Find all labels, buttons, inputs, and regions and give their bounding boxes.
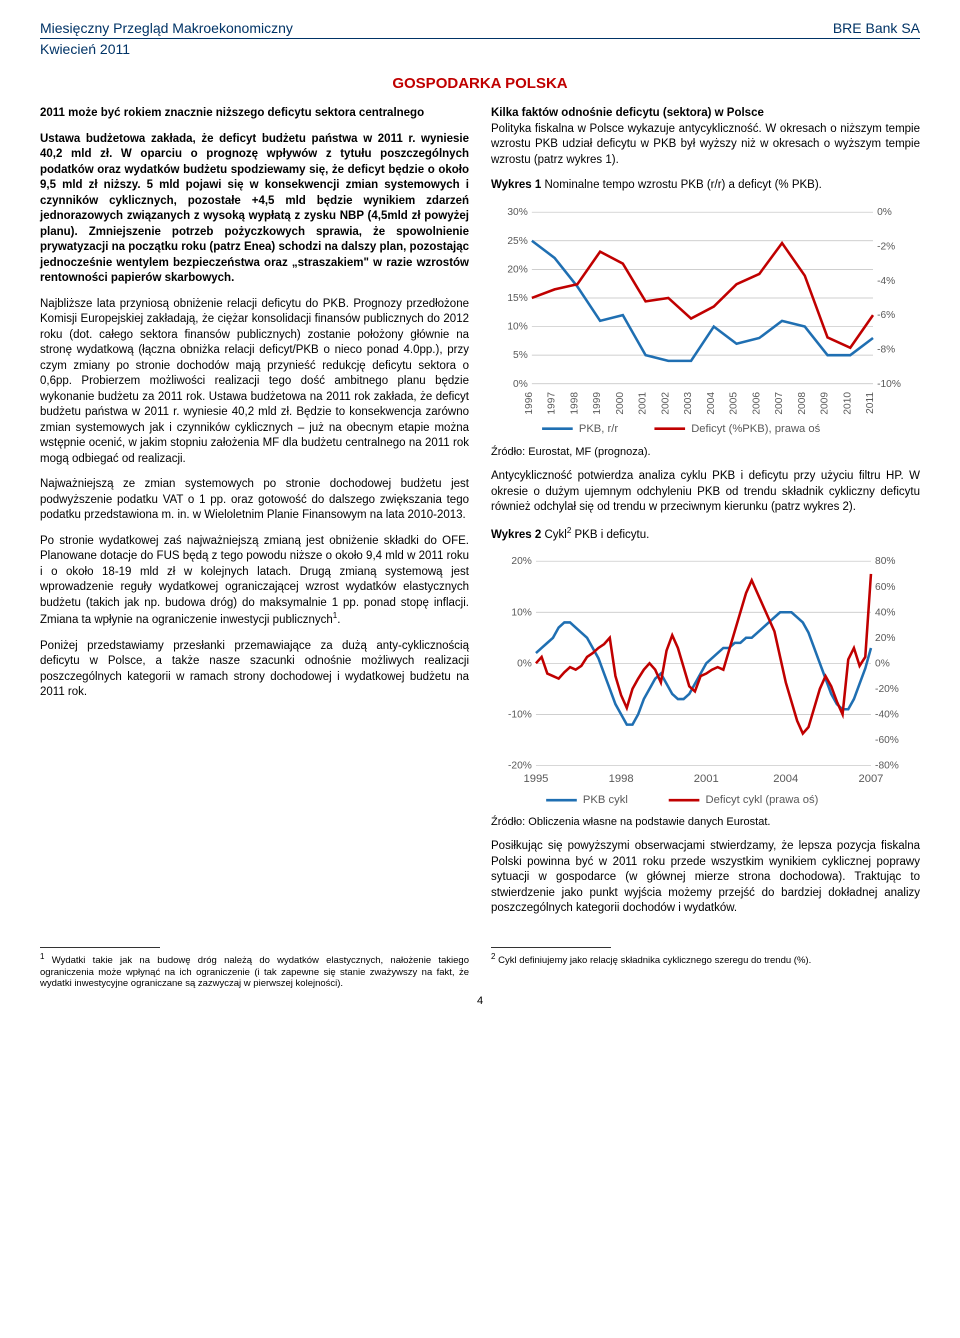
footnote-col-left: 1 Wydatki takie jak na budowę dróg należ… (40, 927, 469, 989)
chart1-caption-bold: Wykres 1 (491, 179, 541, 191)
footnote-2-text: Cykl definiujemy jako relację składnika … (495, 955, 811, 966)
svg-text:1996: 1996 (524, 391, 535, 414)
svg-text:20%: 20% (511, 556, 531, 567)
chart1-source: Źródło: Eurostat, MF (prognoza). (491, 445, 920, 460)
footnotes-row: 1 Wydatki takie jak na budowę dróg należ… (40, 927, 920, 989)
footnote-1: 1 Wydatki takie jak na budowę dróg należ… (40, 952, 469, 989)
chart2: -20% -10% 0% 10% 20% -80% -60% -40% -20% 0% 20% 40%… (491, 553, 920, 808)
chart2-caption-bold: Wykres 2 (491, 529, 541, 541)
svg-text:40%: 40% (875, 608, 895, 619)
svg-text:0%: 0% (875, 659, 890, 670)
two-column-layout: 2011 może być rokiem znacznie niższego d… (40, 106, 920, 927)
svg-text:2004: 2004 (773, 773, 798, 785)
svg-text:2003: 2003 (683, 391, 694, 414)
chart1-caption: Wykres 1 Nominalne tempo wzrostu PKB (r/… (491, 178, 920, 194)
chart2-source: Źródło: Obliczenia własne na podstawie d… (491, 815, 920, 830)
footnote-separator-right (491, 947, 611, 948)
left-p1: Ustawa budżetowa zakłada, że deficyt bud… (40, 132, 469, 287)
header-right: BRE Bank SA (833, 20, 920, 36)
svg-text:-10%: -10% (508, 710, 532, 721)
left-p4: Po stronie wydatkowej zaś najważniejszą … (40, 534, 469, 629)
left-p5: Poniżej przedstawiamy przesłanki przemaw… (40, 639, 469, 701)
svg-text:0%: 0% (517, 659, 532, 670)
svg-text:1998: 1998 (569, 391, 580, 414)
svg-text:20%: 20% (875, 633, 895, 644)
svg-text:10%: 10% (507, 321, 527, 332)
svg-text:-10%: -10% (877, 378, 901, 389)
section-title: GOSPODARKA POLSKA (40, 75, 920, 92)
header-row: Miesięczny Przegląd Makroekonomiczny BRE… (40, 20, 920, 39)
svg-text:1997: 1997 (547, 391, 558, 414)
svg-text:25%: 25% (507, 235, 527, 246)
footnote-1-text: Wydatki takie jak na budowę dróg należą … (40, 955, 469, 989)
svg-text:2008: 2008 (797, 391, 808, 414)
svg-text:5%: 5% (513, 350, 528, 361)
svg-text:-80%: -80% (875, 761, 899, 772)
chart2-caption-rest-a: Cykl (541, 529, 567, 541)
footnote-2: 2 Cykl definiujemy jako relację składnik… (491, 952, 920, 967)
page-container: Miesięczny Przegląd Makroekonomiczny BRE… (0, 0, 960, 1037)
svg-text:2006: 2006 (751, 391, 762, 414)
svg-text:-40%: -40% (875, 710, 899, 721)
svg-text:2004: 2004 (706, 391, 717, 414)
svg-text:2001: 2001 (694, 773, 719, 785)
left-p3: Najważniejszą ze zmian systemowych po st… (40, 477, 469, 524)
svg-text:2010: 2010 (842, 391, 853, 414)
svg-text:PKB cykl: PKB cykl (583, 794, 628, 806)
svg-text:PKB, r/r: PKB, r/r (579, 422, 619, 434)
svg-text:Deficyt cykl (prawa oś): Deficyt cykl (prawa oś) (706, 794, 819, 806)
svg-text:-20%: -20% (508, 761, 532, 772)
page-number: 4 (40, 995, 920, 1007)
right-p1-head: Kilka faktów odnośnie deficytu (sektora)… (491, 107, 764, 119)
svg-text:15%: 15% (507, 293, 527, 304)
svg-text:2007: 2007 (858, 773, 883, 785)
svg-text:2002: 2002 (660, 391, 671, 414)
svg-text:-60%: -60% (875, 735, 899, 746)
left-column: 2011 może być rokiem znacznie niższego d… (40, 106, 469, 927)
svg-text:2001: 2001 (638, 391, 649, 414)
right-p1: Kilka faktów odnośnie deficytu (sektora)… (491, 106, 920, 168)
left-title: 2011 może być rokiem znacznie niższego d… (40, 106, 469, 122)
svg-text:0%: 0% (513, 378, 528, 389)
svg-text:2011: 2011 (865, 391, 876, 413)
svg-text:2000: 2000 (615, 391, 626, 414)
chart1: 0% 5% 10% 15% 20% 25% 30% -10% -8% -6% -4% -2% 0% 199… (491, 204, 920, 439)
chart2-caption: Wykres 2 Cykl2 PKB i deficytu. (491, 526, 920, 543)
left-p4-end: . (337, 614, 340, 626)
right-p3: Posiłkując się powyższymi obserwacjami s… (491, 839, 920, 917)
right-p2: Antycykliczność potwierdza analiza cyklu… (491, 469, 920, 516)
header-left: Miesięczny Przegląd Makroekonomiczny (40, 20, 293, 36)
header-sub: Kwiecień 2011 (40, 41, 920, 57)
svg-text:-6%: -6% (877, 310, 895, 321)
svg-text:20%: 20% (507, 264, 527, 275)
svg-text:-8%: -8% (877, 344, 895, 355)
left-p2: Najbliższe lata przyniosą obniżenie rela… (40, 297, 469, 468)
svg-text:60%: 60% (875, 582, 895, 593)
svg-text:1998: 1998 (609, 773, 634, 785)
chart1-caption-rest: Nominalne tempo wzrostu PKB (r/r) a defi… (541, 179, 822, 191)
left-p4-text: Po stronie wydatkowej zaś najważniejszą … (40, 535, 469, 626)
footnote-col-right: 2 Cykl definiujemy jako relację składnik… (491, 927, 920, 989)
svg-text:-4%: -4% (877, 275, 895, 286)
svg-text:-20%: -20% (875, 684, 899, 695)
svg-text:80%: 80% (875, 556, 895, 567)
svg-text:1995: 1995 (523, 773, 548, 785)
chart2-caption-rest-b: PKB i deficytu. (571, 529, 649, 541)
svg-text:-2%: -2% (877, 241, 895, 252)
svg-text:10%: 10% (511, 608, 531, 619)
svg-text:1999: 1999 (592, 391, 603, 414)
svg-text:2009: 2009 (820, 391, 831, 414)
svg-text:0%: 0% (877, 207, 892, 218)
footnote-separator-left (40, 947, 160, 948)
svg-text:Deficyt (%PKB), prawa oś: Deficyt (%PKB), prawa oś (691, 422, 820, 434)
svg-text:30%: 30% (507, 207, 527, 218)
svg-text:2005: 2005 (729, 391, 740, 414)
right-p1-text: Polityka fiskalna w Polsce wykazuje anty… (491, 123, 920, 166)
svg-text:2007: 2007 (774, 391, 785, 414)
right-column: Kilka faktów odnośnie deficytu (sektora)… (491, 106, 920, 927)
